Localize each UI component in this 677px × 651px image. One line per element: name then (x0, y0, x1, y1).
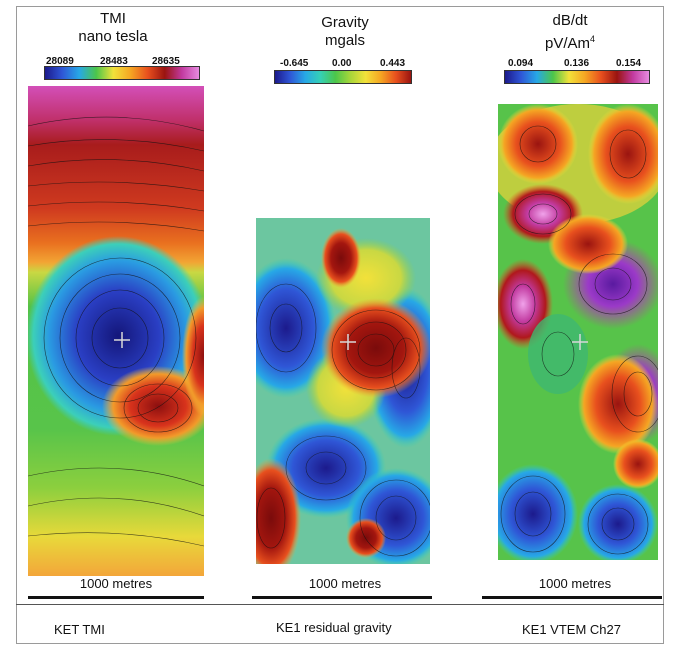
vtem-scale-label: 1000 metres (538, 576, 612, 591)
tmi-tick-2: 28483 (100, 56, 128, 67)
vtem-scale-bar (482, 596, 662, 599)
gravity-map-image (256, 218, 430, 564)
tmi-tick-3: 28635 (152, 56, 180, 67)
vtem-tick-1: 0.094 (508, 58, 534, 69)
vtem-colorbar-ticks: 0.094 0.136 0.154 (504, 58, 654, 70)
tmi-scale-label: 1000 metres (79, 576, 153, 591)
gravity-scale-bar (252, 596, 432, 599)
caption-divider (16, 604, 664, 605)
vtem-title-unit-exponent: 4 (590, 34, 596, 44)
vtem-title-line1: dB/dt (552, 12, 588, 29)
vtem-title: dB/dt pV/Am4 (500, 12, 640, 53)
gravity-tick-3: 0.443 (380, 58, 406, 69)
vtem-title-unit: pV/Am (544, 35, 590, 52)
vtem-map-image (498, 104, 658, 560)
gravity-colorbar-ticks: -0.645 0.00 0.443 (270, 58, 420, 70)
vtem-tick-3: 0.154 (616, 58, 642, 69)
tmi-map (28, 86, 204, 576)
vtem-title-line2: pV/Am4 (500, 30, 640, 53)
tmi-map-image (28, 86, 204, 576)
tmi-colorbar-ticks: 28089 28483 28635 (40, 56, 200, 68)
gravity-colorbar (274, 70, 412, 84)
figure-frame (16, 6, 664, 644)
tmi-colorbar (44, 66, 200, 80)
gravity-tick-1: -0.645 (280, 58, 309, 69)
gravity-tick-2: 0.00 (332, 58, 352, 69)
gravity-scale-label: 1000 metres (308, 576, 382, 591)
gravity-title-line2: mgals (324, 32, 365, 49)
vtem-colorbar (504, 70, 650, 84)
tmi-title: TMI nano tesla (48, 10, 178, 46)
tmi-caption: KET TMI (54, 622, 105, 637)
gravity-title-line1: Gravity (321, 14, 369, 31)
vtem-caption: KE1 VTEM Ch27 (522, 622, 621, 637)
gravity-caption: KE1 residual gravity (276, 620, 392, 635)
gravity-map (256, 218, 430, 564)
tmi-tick-1: 28089 (46, 56, 74, 67)
tmi-scale-bar (28, 596, 204, 599)
tmi-title-line1: TMI (100, 10, 126, 27)
tmi-title-line2: nano tesla (78, 28, 148, 45)
vtem-map (498, 104, 658, 560)
vtem-tick-2: 0.136 (564, 58, 590, 69)
gravity-title: Gravity mgals (280, 14, 410, 50)
